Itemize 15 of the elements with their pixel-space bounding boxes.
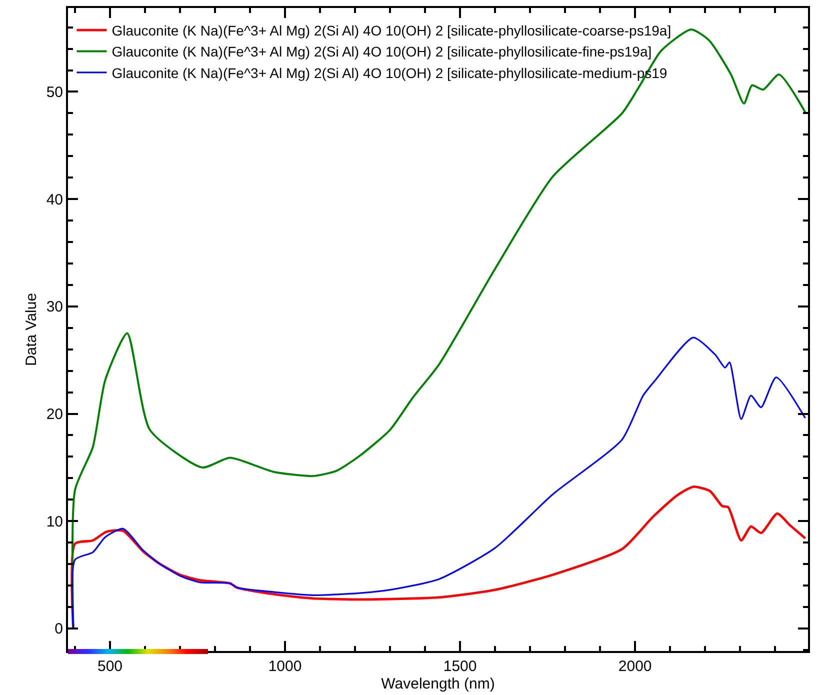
y-tick-label: 50 (46, 84, 63, 101)
x-axis-title: Wavelength (nm) (381, 676, 495, 692)
y-tick-label: 40 (46, 191, 63, 208)
x-tick-label: 1000 (268, 658, 302, 675)
line-series (71, 336, 806, 630)
y-tick-label: 10 (46, 513, 63, 530)
x-tick-label: 2000 (618, 658, 652, 675)
y-tick-label: 30 (46, 298, 63, 316)
legend-label: Glauconite (K Na)(Fe^3+ Al Mg) 2(Si Al) 4O 10(OH) 2 [silicate-phyllosilicate-coarse-ps19a] (112, 22, 672, 38)
legend-label: Glauconite (K Na)(Fe^3+ Al Mg) 2(Si Al) 4O 10(OH) 2 [silicate-phyllosilicate-fine-ps19a] (112, 44, 652, 60)
y-axis-title: Data Value (23, 292, 40, 366)
y-tick-label: 20 (46, 406, 63, 424)
x-tick-label: 500 (97, 658, 123, 675)
y-tick-label: 0 (54, 620, 63, 638)
x-tick-label: 1500 (443, 658, 477, 675)
